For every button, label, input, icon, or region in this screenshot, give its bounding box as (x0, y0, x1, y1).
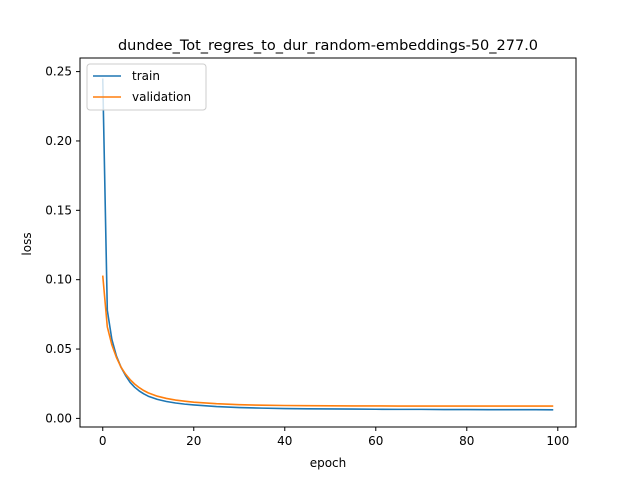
y-tick-label: 0.15 (45, 203, 72, 217)
y-axis-label: loss (20, 232, 34, 255)
x-tick-label: 0 (99, 434, 107, 448)
x-tick-label: 100 (546, 434, 569, 448)
x-tick-label: 40 (277, 434, 292, 448)
series-line-train (101, 78, 554, 411)
y-tick-label: 0.25 (45, 65, 72, 79)
y-tick-label: 0.10 (45, 273, 72, 287)
series-line-validation (101, 275, 554, 407)
chart-title: dundee_Tot_regres_to_dur_random-embeddin… (118, 38, 538, 54)
y-tick-label: 0.05 (45, 342, 72, 356)
legend-label-validation: validation (132, 90, 191, 104)
y-tick-label: 0.00 (45, 411, 72, 425)
x-axis-label: epoch (310, 456, 347, 470)
y-tick-label: 0.20 (45, 134, 72, 148)
x-tick-label: 20 (186, 434, 201, 448)
axes-frame (79, 57, 577, 428)
plot-area: 0 20 40 60 80 100 0.00 0.05 0.10 0.15 0.20 0.25 (45, 57, 577, 448)
legend: train validation (86, 63, 207, 111)
x-tick-label: 80 (459, 434, 474, 448)
x-tick-label: 60 (368, 434, 383, 448)
legend-label-train: train (132, 69, 160, 83)
